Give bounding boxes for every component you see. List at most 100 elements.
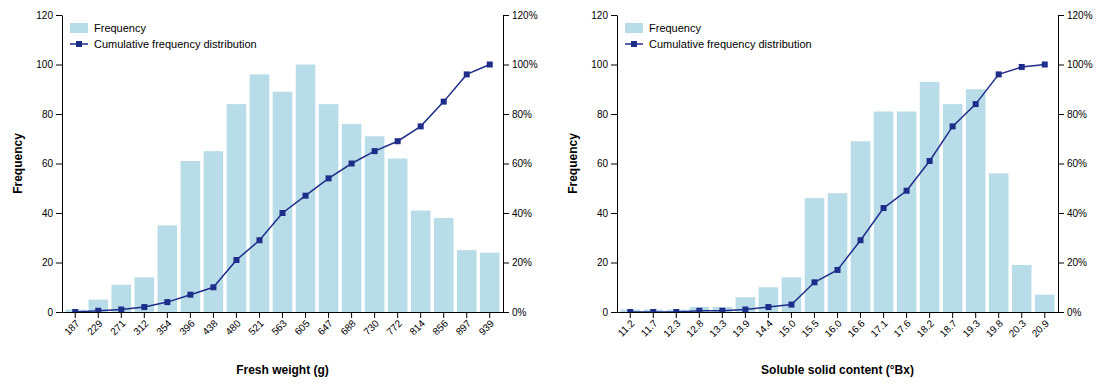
y2-axis-tick: 20% <box>1058 257 1087 268</box>
x-axis-title: Soluble solid content (°Bx) <box>761 363 914 377</box>
bar <box>365 136 385 312</box>
x-axis-tick: 271 <box>108 312 128 337</box>
x-axis-tick-mark <box>676 312 677 318</box>
x-axis-tick: 521 <box>246 312 266 337</box>
line-marker <box>464 71 470 77</box>
line-marker <box>233 257 239 263</box>
y2-axis: 0%20%40%60%80%100%120% <box>503 10 538 318</box>
y-axis-tick-mark <box>611 263 617 264</box>
y2-axis-tick-label: 60% <box>512 158 532 169</box>
y-axis-tick: 40 <box>42 208 62 219</box>
line-marker <box>788 302 794 308</box>
x-axis-tick: 229 <box>85 312 105 337</box>
x-axis-tick-label: 856 <box>430 317 450 337</box>
line-marker <box>996 71 1002 77</box>
x-axis-tick-label: 480 <box>223 317 243 337</box>
x-axis-tick-label: 647 <box>315 317 335 337</box>
y-axis-tick: 120 <box>591 10 617 21</box>
x-axis-tick-mark <box>144 312 145 318</box>
y2-axis-tick-mark <box>1058 164 1064 165</box>
bar <box>296 65 316 313</box>
y2-axis-tick: 80% <box>1058 109 1087 120</box>
y2-axis-tick-label: 60% <box>1067 158 1087 169</box>
x-axis-tick-label: 19.8 <box>984 317 1006 339</box>
y-axis-tick-label: 120 <box>36 10 53 21</box>
x-axis-tick-mark <box>906 312 907 318</box>
x-axis-tick-label: 814 <box>407 317 427 337</box>
plot-area <box>620 62 1054 313</box>
x-axis-tick-mark <box>328 312 329 318</box>
x-axis-tick-mark <box>236 312 237 318</box>
x-axis-tick: 18.2 <box>914 312 936 339</box>
line-marker <box>627 309 633 312</box>
y-axis-tick-label: 40 <box>597 208 609 219</box>
y-axis-tick-label: 0 <box>602 307 608 318</box>
y2-axis-tick: 0% <box>1058 307 1082 318</box>
line-marker <box>349 161 355 167</box>
y-axis-tick-mark <box>56 263 62 264</box>
y-axis-tick-mark <box>611 213 617 214</box>
y2-axis-tick-mark <box>503 263 509 264</box>
bar <box>227 104 247 312</box>
legend-marker <box>631 41 637 47</box>
line-marker <box>95 308 101 312</box>
chart-panel: 1872292713123543964384805215636056476887… <box>11 10 538 377</box>
y2-axis-tick-label: 0% <box>512 307 527 318</box>
x-axis-tick: 11.7 <box>639 312 660 339</box>
line-marker <box>326 175 332 181</box>
x-axis-tick: 939 <box>477 312 497 337</box>
x-axis-tick-label: 354 <box>154 317 174 337</box>
y-axis-line <box>617 16 618 313</box>
legend-swatch <box>70 23 88 33</box>
line-marker <box>650 309 656 312</box>
bar <box>411 211 431 312</box>
x-axis-tick: 19.3 <box>960 312 982 339</box>
bar <box>112 285 132 312</box>
y-axis: 020406080100120 <box>36 10 62 318</box>
x-axis-tick-label: 312 <box>131 317 151 337</box>
x-axis-tick-mark <box>397 312 398 318</box>
x-axis-tick-mark <box>98 312 99 318</box>
x-axis-tick-mark <box>998 312 999 318</box>
line-marker <box>950 123 956 129</box>
bar-series <box>65 65 499 313</box>
x-axis-tick-label: 187 <box>62 317 82 337</box>
y-axis-tick: 20 <box>597 257 617 268</box>
line <box>75 65 490 313</box>
line-marker <box>1042 62 1048 68</box>
bar <box>434 218 454 312</box>
x-axis-title: Fresh weight (g) <box>236 363 329 377</box>
y-axis-tick: 80 <box>597 109 617 120</box>
y-axis-tick: 40 <box>597 208 617 219</box>
y-axis-tick: 0 <box>602 307 617 318</box>
bar <box>1035 295 1055 312</box>
x-axis-tick-mark <box>1044 312 1045 318</box>
y2-axis-tick-mark <box>503 65 509 66</box>
y2-axis-tick-label: 100% <box>1067 59 1093 70</box>
y2-axis-tick-label: 120% <box>512 10 538 21</box>
x-axis-tick-mark <box>1021 312 1022 318</box>
bar <box>874 112 894 312</box>
bar <box>920 82 940 312</box>
x-axis-tick-label: 730 <box>361 317 381 337</box>
bar <box>135 277 155 312</box>
x-axis-tick-label: 16.0 <box>822 317 844 339</box>
x-axis-tick-label: 521 <box>246 317 266 337</box>
x-axis-tick: 17.6 <box>891 312 913 339</box>
x-axis-tick: 20.9 <box>1030 312 1052 339</box>
line-marker <box>696 308 702 312</box>
bar <box>457 250 477 312</box>
y2-axis-tick-mark <box>1058 312 1064 313</box>
y-axis-tick: 100 <box>36 59 62 70</box>
x-axis-tick-mark <box>351 312 352 318</box>
y2-axis-tick-mark <box>503 15 509 16</box>
y2-axis-tick-label: 40% <box>1067 208 1087 219</box>
x-axis-tick-label: 17.1 <box>868 317 890 339</box>
line-marker <box>1019 64 1025 70</box>
plot-area <box>65 62 499 313</box>
line-marker <box>719 308 725 312</box>
x-axis-tick-mark <box>699 312 700 318</box>
line-marker <box>881 205 887 211</box>
bar <box>782 277 802 312</box>
x-axis-tick-mark <box>489 312 490 318</box>
